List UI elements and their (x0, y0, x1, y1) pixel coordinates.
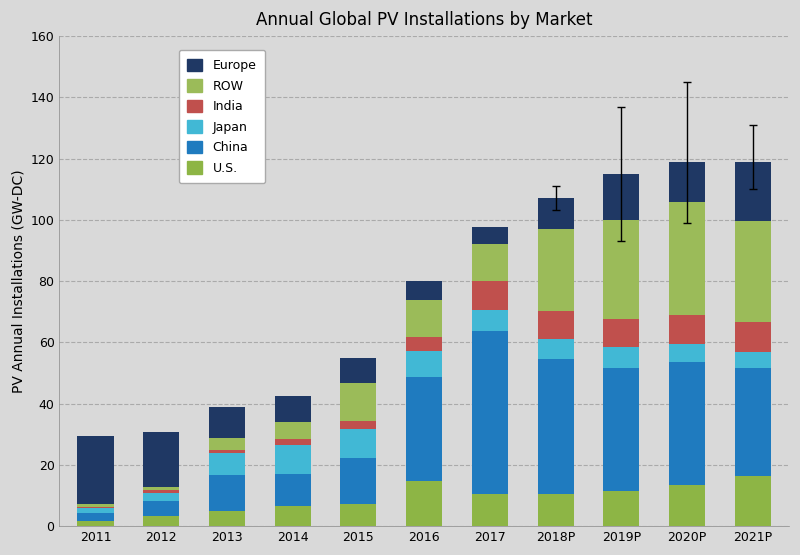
Bar (603, 220, 639, 319)
Bar (143, 490, 179, 493)
Bar (143, 493, 179, 501)
Bar (669, 362, 705, 485)
Bar (274, 506, 310, 526)
Bar (143, 501, 179, 516)
Bar (603, 369, 639, 491)
Bar (472, 310, 508, 331)
Bar (538, 339, 574, 359)
Bar (734, 476, 771, 526)
Bar (538, 311, 574, 339)
Bar (78, 436, 114, 504)
Bar (274, 396, 310, 422)
Y-axis label: PV Annual Installations (GW-DC): PV Annual Installations (GW-DC) (11, 169, 25, 393)
Bar (143, 432, 179, 487)
Bar (472, 493, 508, 526)
Bar (538, 229, 574, 311)
Bar (274, 474, 310, 506)
Bar (274, 422, 310, 439)
Bar (143, 516, 179, 526)
Bar (669, 162, 705, 201)
Bar (340, 458, 377, 504)
Bar (209, 511, 245, 526)
Bar (78, 513, 114, 521)
Bar (78, 521, 114, 526)
Bar (603, 174, 639, 220)
Bar (406, 300, 442, 337)
Bar (538, 493, 574, 526)
Title: Annual Global PV Installations by Market: Annual Global PV Installations by Market (256, 11, 592, 29)
Bar (472, 227, 508, 244)
Bar (406, 351, 442, 377)
Bar (669, 315, 705, 344)
Bar (143, 487, 179, 490)
Bar (406, 481, 442, 526)
Bar (340, 359, 377, 383)
Bar (340, 383, 377, 421)
Bar (340, 504, 377, 526)
Bar (603, 319, 639, 347)
Bar (472, 244, 508, 281)
Bar (209, 450, 245, 453)
Bar (340, 421, 377, 428)
Bar (209, 475, 245, 511)
Bar (603, 491, 639, 526)
Bar (406, 280, 442, 300)
Bar (538, 359, 574, 493)
Bar (209, 453, 245, 475)
Bar (406, 377, 442, 481)
Bar (406, 337, 442, 351)
Bar (734, 351, 771, 369)
Bar (472, 331, 508, 493)
Bar (78, 504, 114, 507)
Bar (209, 438, 245, 450)
Bar (274, 439, 310, 445)
Bar (734, 322, 771, 351)
Legend: Europe, ROW, India, Japan, China, U.S.: Europe, ROW, India, Japan, China, U.S. (178, 50, 265, 184)
Bar (669, 485, 705, 526)
Bar (669, 201, 705, 315)
Bar (472, 281, 508, 310)
Bar (209, 407, 245, 438)
Bar (274, 445, 310, 474)
Bar (538, 198, 574, 229)
Bar (734, 162, 771, 221)
Bar (603, 347, 639, 369)
Bar (734, 221, 771, 322)
Bar (78, 507, 114, 508)
Bar (340, 428, 377, 458)
Bar (669, 344, 705, 362)
Bar (734, 369, 771, 476)
Bar (78, 508, 114, 513)
